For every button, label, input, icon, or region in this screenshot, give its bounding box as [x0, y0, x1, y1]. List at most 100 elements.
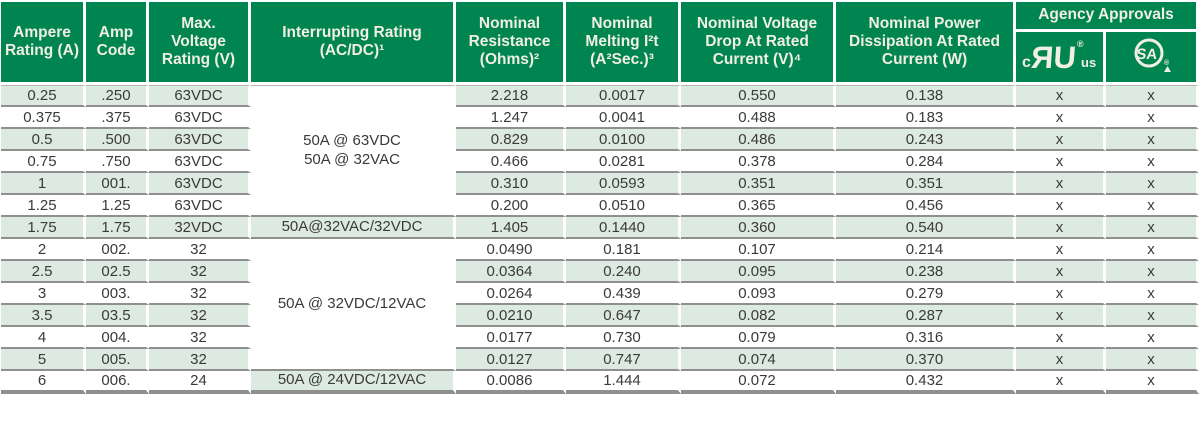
ampere-rating-cell: 5: [1, 349, 86, 371]
nominal-resistance-cell: 0.466: [456, 151, 566, 173]
cul-approval-cell: x: [1016, 239, 1106, 261]
table-row: 0.75.750 63VDC 0.466 0.0281 0.378 0.284 x x: [1, 151, 1199, 173]
cul-approval-cell: x: [1016, 129, 1106, 151]
csa-approval-cell: x: [1106, 283, 1199, 305]
csa-approval-cell: x: [1106, 217, 1199, 239]
max-voltage-cell: 32: [149, 327, 251, 349]
nominal-resistance-cell: 0.0086: [456, 371, 566, 394]
svg-text:®: ®: [1077, 39, 1084, 49]
voltage-drop-cell: 0.107: [681, 239, 836, 261]
col-header-power-dissipation: Nominal Power Dissipation At Rated Curre…: [836, 2, 1016, 85]
amp-code-cell: .750: [86, 151, 149, 173]
amp-code-cell: 1.25: [86, 195, 149, 217]
max-voltage-cell: 32: [149, 349, 251, 371]
melting-i2t-cell: 0.0510: [566, 195, 681, 217]
nominal-resistance-cell: 0.0490: [456, 239, 566, 261]
amp-code-cell: 002.: [86, 239, 149, 261]
csa-approval-cell: x: [1106, 327, 1199, 349]
cul-us-icon: c ЯU ® us: [1022, 39, 1096, 75]
melting-i2t-cell: 0.0593: [566, 173, 681, 195]
nominal-resistance-cell: 0.200: [456, 195, 566, 217]
max-voltage-cell: 63VDC: [149, 129, 251, 151]
csa-approval-cell: x: [1106, 349, 1199, 371]
col-header-nominal-resistance: Nominal Resistance (Ohms)²: [456, 2, 566, 85]
ampere-rating-cell: 2: [1, 239, 86, 261]
table-row: 2.5 02.5 32 0.0364 0.240 0.095 0.238 x x: [1, 261, 1199, 283]
max-voltage-cell: 63VDC: [149, 85, 251, 107]
ampere-rating-cell: 0.75: [1, 151, 86, 173]
csa-approval-cell: x: [1106, 85, 1199, 107]
interrupting-rating-cell: 50A @ 32VDC/12VAC: [251, 239, 456, 371]
voltage-drop-cell: 0.378: [681, 151, 836, 173]
ampere-rating-cell: 1: [1, 173, 86, 195]
cul-approval-cell: x: [1016, 173, 1106, 195]
melting-i2t-cell: 0.0100: [566, 129, 681, 151]
cul-approval-cell: x: [1016, 195, 1106, 217]
table-row: 3.5 03.5 32 0.0210 0.647 0.082 0.287 x x: [1, 305, 1199, 327]
power-dissipation-cell: 0.214: [836, 239, 1016, 261]
power-dissipation-cell: 0.138: [836, 85, 1016, 107]
power-dissipation-cell: 0.540: [836, 217, 1016, 239]
table-header: Ampere Rating (A) Amp Code Max. Voltage …: [1, 2, 1199, 85]
csa-logo-cell: SA ®: [1106, 32, 1199, 85]
voltage-drop-cell: 0.351: [681, 173, 836, 195]
csa-approval-cell: x: [1106, 151, 1199, 173]
cul-us-logo-cell: c ЯU ® us: [1016, 32, 1106, 85]
max-voltage-cell: 63VDC: [149, 151, 251, 173]
ampere-rating-cell: 3: [1, 283, 86, 305]
power-dissipation-cell: 0.351: [836, 173, 1016, 195]
col-header-melting-i2t: Nominal Melting I²t (A²Sec.)³: [566, 2, 681, 85]
max-voltage-cell: 32: [149, 261, 251, 283]
melting-i2t-cell: 0.1440: [566, 217, 681, 239]
table-row: 2 002. 32 50A @ 32VDC/12VAC 0.0490 0.181 0.107…: [1, 239, 1199, 371]
max-voltage-cell: 32: [149, 239, 251, 261]
ampere-rating-cell: 0.25: [1, 85, 86, 107]
svg-text:ЯU: ЯU: [1030, 40, 1077, 75]
svg-text:us: us: [1081, 55, 1096, 70]
ampere-rating-cell: 2.5: [1, 261, 86, 283]
power-dissipation-cell: 0.279: [836, 283, 1016, 305]
svg-text:®: ®: [1164, 59, 1170, 67]
max-voltage-cell: 63VDC: [149, 107, 251, 129]
csa-approval-cell: x: [1106, 261, 1199, 283]
voltage-drop-cell: 0.074: [681, 349, 836, 371]
svg-text:c: c: [1022, 54, 1031, 71]
amp-code-cell: .500: [86, 129, 149, 151]
voltage-drop-cell: 0.095: [681, 261, 836, 283]
cul-approval-cell: x: [1016, 371, 1106, 394]
voltage-drop-cell: 0.486: [681, 129, 836, 151]
cul-approval-cell: x: [1016, 151, 1106, 173]
csa-approval-cell: x: [1106, 129, 1199, 151]
melting-i2t-cell: 0.730: [566, 327, 681, 349]
csa-approval-cell: x: [1106, 107, 1199, 129]
amp-code-cell: 003.: [86, 283, 149, 305]
amp-code-cell: 02.5: [86, 261, 149, 283]
power-dissipation-cell: 0.287: [836, 305, 1016, 327]
table-row: 0.375.375 63VDC 1.247 0.0041 0.488 0.183 x x: [1, 107, 1199, 129]
cul-approval-cell: x: [1016, 261, 1106, 283]
col-header-agency-approvals: Agency Approvals: [1016, 2, 1199, 32]
amp-code-cell: .375: [86, 107, 149, 129]
power-dissipation-cell: 0.238: [836, 261, 1016, 283]
interrupting-rating-cell: 50A @ 63VDC 50A @ 32VAC: [251, 85, 456, 217]
nominal-resistance-cell: 1.247: [456, 107, 566, 129]
table-row: 4 004. 32 0.0177 0.730 0.079 0.316 x x: [1, 327, 1199, 349]
nominal-resistance-cell: 0.0210: [456, 305, 566, 327]
table-row: 1 001. 63VDC 0.310 0.0593 0.351 0.351 x x: [1, 173, 1199, 195]
melting-i2t-cell: 0.181: [566, 239, 681, 261]
power-dissipation-cell: 0.316: [836, 327, 1016, 349]
amp-code-cell: 001.: [86, 173, 149, 195]
voltage-drop-cell: 0.093: [681, 283, 836, 305]
power-dissipation-cell: 0.284: [836, 151, 1016, 173]
ampere-rating-cell: 3.5: [1, 305, 86, 327]
voltage-drop-cell: 0.072: [681, 371, 836, 394]
max-voltage-cell: 32: [149, 305, 251, 327]
voltage-drop-cell: 0.550: [681, 85, 836, 107]
table-row: 0.25.250 63VDC 50A @ 63VDC 50A @ 32VAC 2.21…: [1, 85, 1199, 217]
nominal-resistance-cell: 0.0364: [456, 261, 566, 283]
col-header-voltage-drop: Nominal Voltage Drop At Rated Current (V…: [681, 2, 836, 85]
amp-code-cell: 005.: [86, 349, 149, 371]
cul-approval-cell: x: [1016, 217, 1106, 239]
voltage-drop-cell: 0.360: [681, 217, 836, 239]
